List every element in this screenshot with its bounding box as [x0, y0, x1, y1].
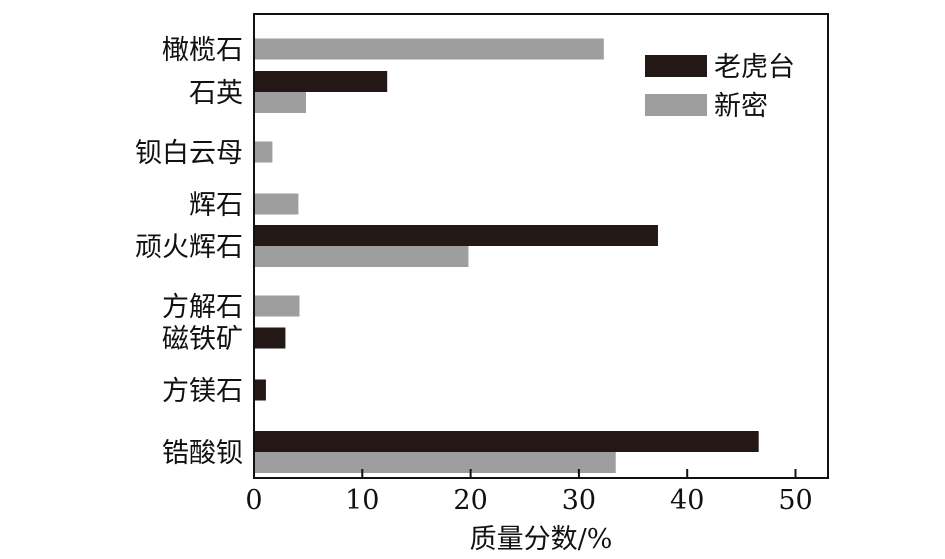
bar-series2: [255, 193, 299, 215]
x-tick-label: 20: [453, 485, 487, 516]
legend-swatch: [645, 94, 707, 116]
bar-series1: [255, 327, 286, 349]
y-category-label: 辉石: [189, 190, 243, 221]
bar-series2: [255, 38, 604, 60]
x-axis-tick-labels: 0 10 20 30 40 50: [245, 485, 812, 516]
y-category-label: 方解石: [162, 292, 243, 323]
y-category-label: 磁铁矿: [162, 324, 243, 355]
bar-series2: [255, 452, 616, 473]
bar-series2: [255, 246, 469, 267]
x-axis-ticks: [253, 469, 797, 478]
plot-frame: [253, 13, 829, 479]
x-tick-label: 50: [778, 485, 812, 516]
y-category-label: 橄榄石: [162, 35, 243, 66]
x-tick-label: 0: [245, 485, 262, 516]
bar-series1: [255, 71, 388, 92]
x-axis-title: 质量分数/%: [470, 524, 613, 555]
bar-series1: [255, 225, 658, 246]
bar-series2: [255, 141, 273, 163]
bar-series1: [255, 431, 759, 452]
legend-label: 新密: [714, 91, 768, 122]
bars-layer: [255, 38, 759, 473]
legend-label: 老虎台: [714, 52, 795, 83]
x-tick-label: 40: [670, 485, 704, 516]
x-tick-label: 10: [345, 485, 379, 516]
bar-series1: [255, 379, 266, 401]
bar-series2: [255, 92, 306, 113]
y-category-label: 顽火辉石: [135, 232, 243, 263]
legend-swatch: [645, 55, 707, 77]
y-category-label: 锆酸钡: [162, 438, 243, 469]
y-category-label: 方镁石: [162, 376, 243, 407]
bar-series2: [255, 295, 300, 317]
x-tick-label: 30: [562, 485, 596, 516]
y-category-label: 石英: [189, 78, 243, 109]
y-category-label: 钡白云母: [135, 138, 243, 169]
